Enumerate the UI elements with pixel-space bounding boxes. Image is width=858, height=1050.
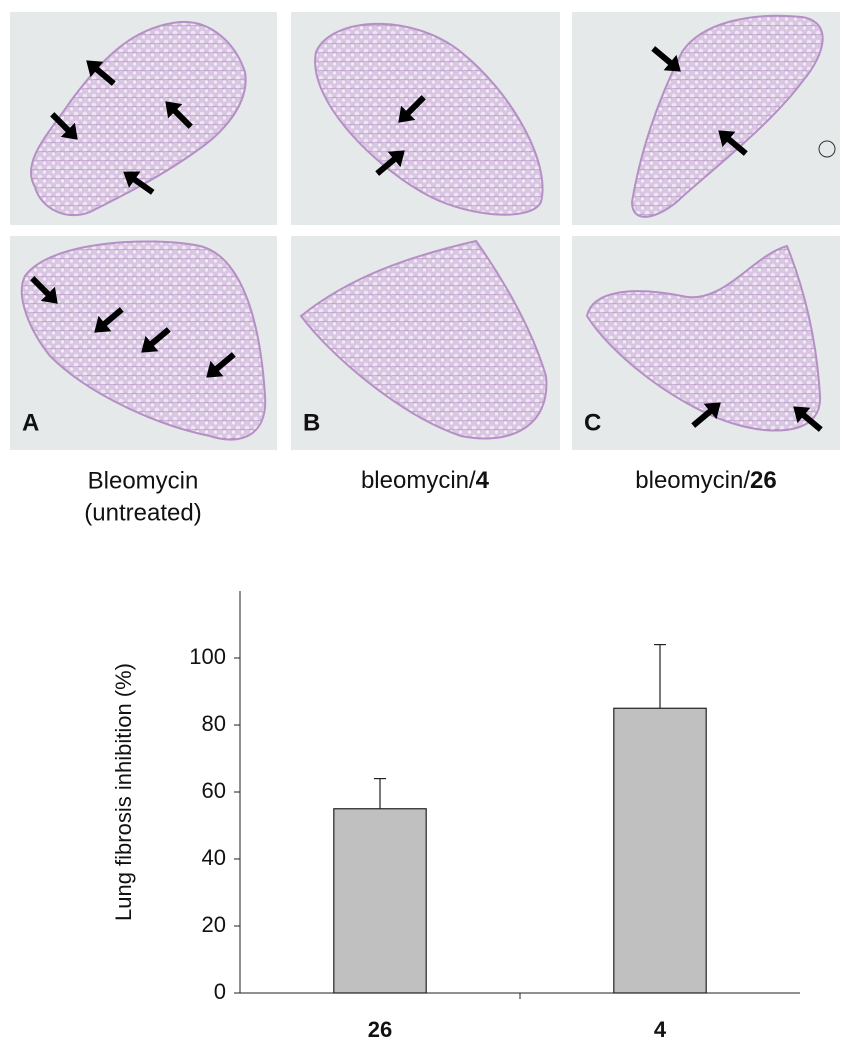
y-tick-label: 100 (189, 644, 226, 669)
y-tick-label: 60 (202, 778, 226, 803)
y-tick-label: 40 (202, 845, 226, 870)
caption: bleomycin/26 (635, 467, 776, 494)
caption-compound: 4 (476, 467, 490, 494)
panel: B (291, 236, 560, 450)
panel-label: B (303, 409, 320, 436)
panel (572, 12, 840, 225)
y-axis-label: Lung fibrosis inhibition (%) (111, 663, 136, 921)
caption-text: bleomycin/ (635, 467, 750, 494)
x-tick-label: 4 (654, 1017, 667, 1042)
caption: (untreated) (84, 499, 201, 526)
y-tick-label: 80 (202, 711, 226, 736)
bar (613, 707, 707, 994)
x-tick-label: 26 (368, 1017, 392, 1042)
y-tick-label: 20 (202, 912, 226, 937)
bar (333, 808, 427, 994)
micrographs: A B C (10, 12, 840, 450)
panel (10, 12, 277, 225)
panel-label: A (22, 409, 39, 436)
caption: bleomycin/4 (361, 467, 490, 494)
caption-compound: 26 (750, 467, 777, 494)
panel (291, 12, 560, 225)
caption: Bleomycin (88, 467, 199, 494)
panel: A (10, 236, 277, 450)
caption-text: bleomycin/ (361, 467, 476, 494)
y-tick-label: 0 (214, 979, 226, 1004)
panel-label: C (584, 409, 601, 436)
panel: C (572, 236, 840, 450)
